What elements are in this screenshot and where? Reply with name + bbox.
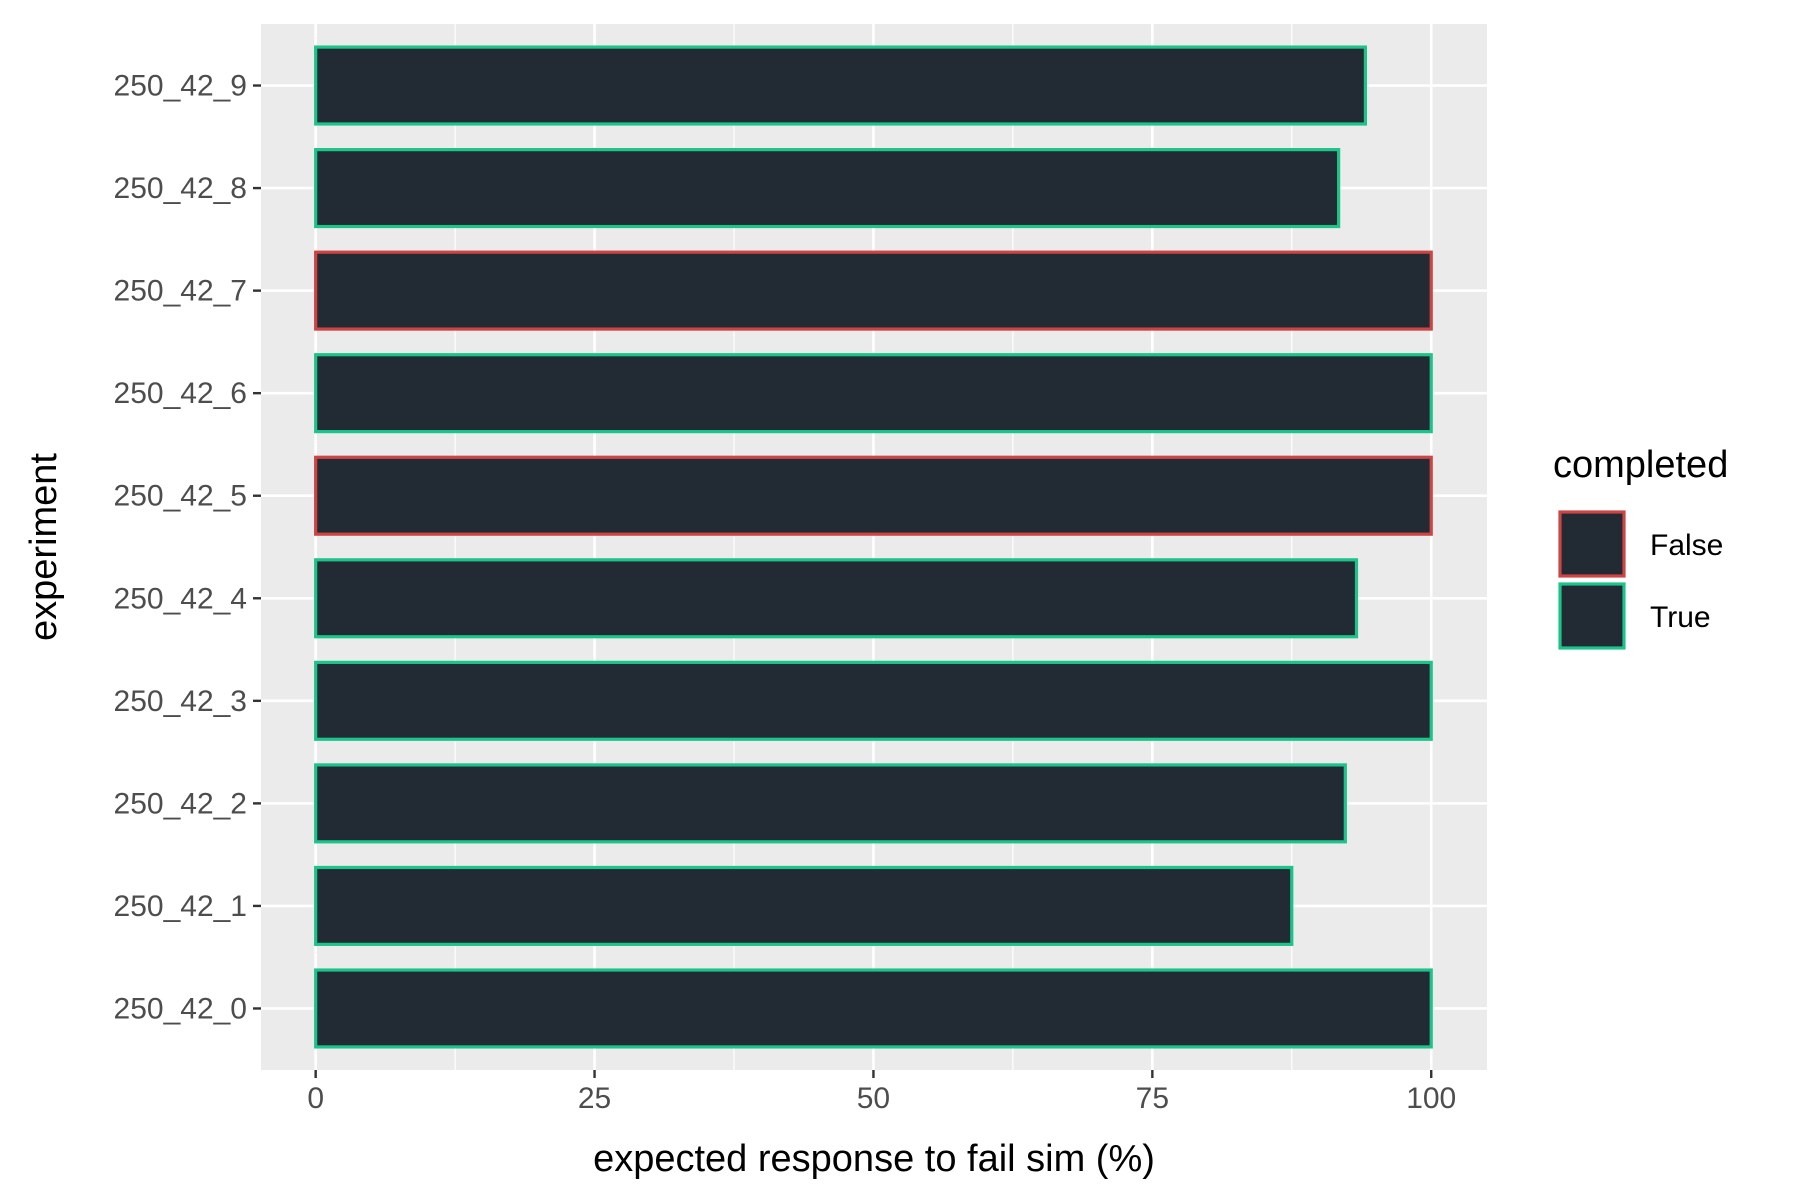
bar-250_42_5 [314,455,1433,536]
bar-250_42_9 [314,45,1368,126]
legend-key-false [1558,510,1626,578]
bar-250_42_0 [314,968,1433,1049]
x-tick-label: 25 [578,1082,611,1115]
legend-label: False [1650,529,1723,562]
x-tick-label: 75 [1136,1082,1169,1115]
x-tick-label: 100 [1406,1082,1456,1115]
y-tick-label: 250_42_2 [114,787,247,820]
bar-250_42_6 [314,353,1433,434]
y-axis: 250_42_0 250_42_1 250_42_2 250_42_3 250_42_4… [114,70,261,1025]
bar-250_42_3 [314,660,1433,741]
legend-label: True [1650,601,1711,634]
y-tick-label: 250_42_4 [114,582,247,615]
y-tick-label: 250_42_6 [114,377,247,410]
legend-key-true [1558,582,1626,650]
bar-250_42_1 [314,865,1294,946]
x-tick-label: 0 [307,1082,324,1115]
x-tick-label: 50 [857,1082,890,1115]
x-axis: 0 25 50 75 100 [307,1070,1456,1115]
legend: completed False True [1553,444,1728,650]
y-tick-label: 250_42_3 [114,685,247,718]
bar-250_42_7 [314,250,1433,331]
y-tick-label: 250_42_5 [114,480,247,513]
y-tick-label: 250_42_8 [114,172,247,205]
y-tick-label: 250_42_1 [114,890,247,923]
y-tick-label: 250_42_0 [114,992,247,1025]
bar-250_42_8 [314,148,1341,229]
x-axis-title: expected response to fail sim (%) [593,1138,1155,1180]
bar-250_42_2 [314,763,1347,844]
y-tick-label: 250_42_9 [114,70,247,103]
y-tick-label: 250_42_7 [114,275,247,308]
bars [314,45,1433,1049]
y-axis-title: experiment [23,453,65,641]
bar-250_42_4 [314,558,1359,639]
legend-title: completed [1553,444,1728,486]
